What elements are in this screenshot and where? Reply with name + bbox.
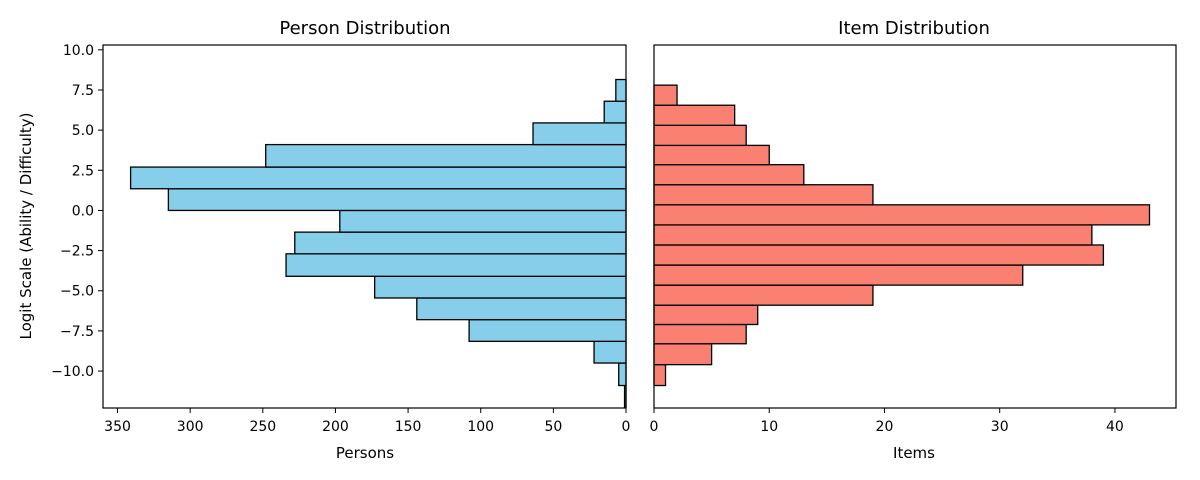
item-bars [653,84,1151,387]
y-tick-label-6: −5.0 [60,284,94,300]
item-bar-1 [653,343,713,366]
person-x-tick-label-4: 150 [395,419,422,435]
person-bar-13 [603,100,627,124]
person-bar-11 [265,143,627,168]
item-x-tick-label-2: 20 [876,419,894,435]
item-x-tick-label-4: 40 [1106,419,1124,435]
person-bar-1 [618,362,627,387]
person-x-tick-label-3: 200 [322,419,349,435]
item-bar-4 [653,284,874,306]
y-tick-label-8: −10.0 [51,364,94,380]
person-x-tick-label-1: 300 [177,419,204,435]
item-distribution-panel: Item Distribution 0 10 20 30 40 Items [650,18,1177,462]
item-x-ticks: 0 10 20 30 40 [650,408,1124,435]
person-bar-2 [593,340,627,364]
item-bar-6 [653,244,1105,266]
item-x-tick-label-3: 30 [991,419,1009,435]
person-bar-6 [285,253,627,277]
person-bar-5 [374,275,627,299]
item-bar-5 [653,264,1024,286]
person-plot-frame [102,44,627,409]
person-bar-4 [416,297,627,321]
item-plot-frame [653,44,1177,409]
person-bar-3 [468,319,627,342]
person-y-ticks: 10.0 7.5 5.0 2.5 0.0 −2.5 −5.0 −7.5 −10.0 [51,43,103,380]
person-bar-14 [615,78,627,102]
person-x-tick-label-7: 0 [622,419,631,435]
item-bar-3 [653,304,759,326]
item-bar-2 [653,323,747,345]
person-bar-10 [129,166,627,190]
person-bar-12 [532,122,627,146]
item-bar-11 [653,144,770,166]
person-bars [129,78,627,408]
item-bar-9 [653,184,874,206]
person-bar-9 [167,188,627,212]
person-x-tick-label-2: 250 [249,419,276,435]
item-bar-12 [653,124,747,147]
item-x-tick-label-0: 0 [650,419,659,435]
person-bar-7 [294,231,627,255]
person-chart-title: Person Distribution [279,18,450,39]
y-tick-label-4: 0.0 [72,203,94,219]
item-bar-14 [653,84,678,106]
person-x-tick-label-6: 50 [544,419,562,435]
item-x-axis-label: Items [893,444,935,462]
item-bar-0 [653,363,667,387]
person-x-axis-label: Persons [336,444,394,462]
y-tick-label-5: −2.5 [60,244,94,260]
y-axis-label: Logit Scale (Ability / Difficulty) [17,113,35,340]
y-tick-label-3: 2.5 [72,163,94,179]
y-tick-label-2: 5.0 [72,123,94,139]
item-bar-10 [653,164,805,186]
item-bar-7 [653,224,1093,246]
person-x-tick-label-5: 100 [467,419,494,435]
item-chart-title: Item Distribution [838,18,990,39]
item-bar-13 [653,104,736,126]
item-x-tick-label-1: 10 [760,419,778,435]
y-tick-label-1: 7.5 [72,83,94,99]
person-distribution-panel: Person Distribution 350 300 250 200 150 100 50… [17,18,630,462]
person-x-ticks: 350 300 250 200 150 100 50 0 [104,408,630,435]
item-bar-8 [653,204,1151,226]
person-bar-8 [339,209,627,233]
y-tick-label-7: −7.5 [60,324,94,340]
person-x-tick-label-0: 350 [104,419,131,435]
y-tick-label-0: 10.0 [63,43,94,59]
